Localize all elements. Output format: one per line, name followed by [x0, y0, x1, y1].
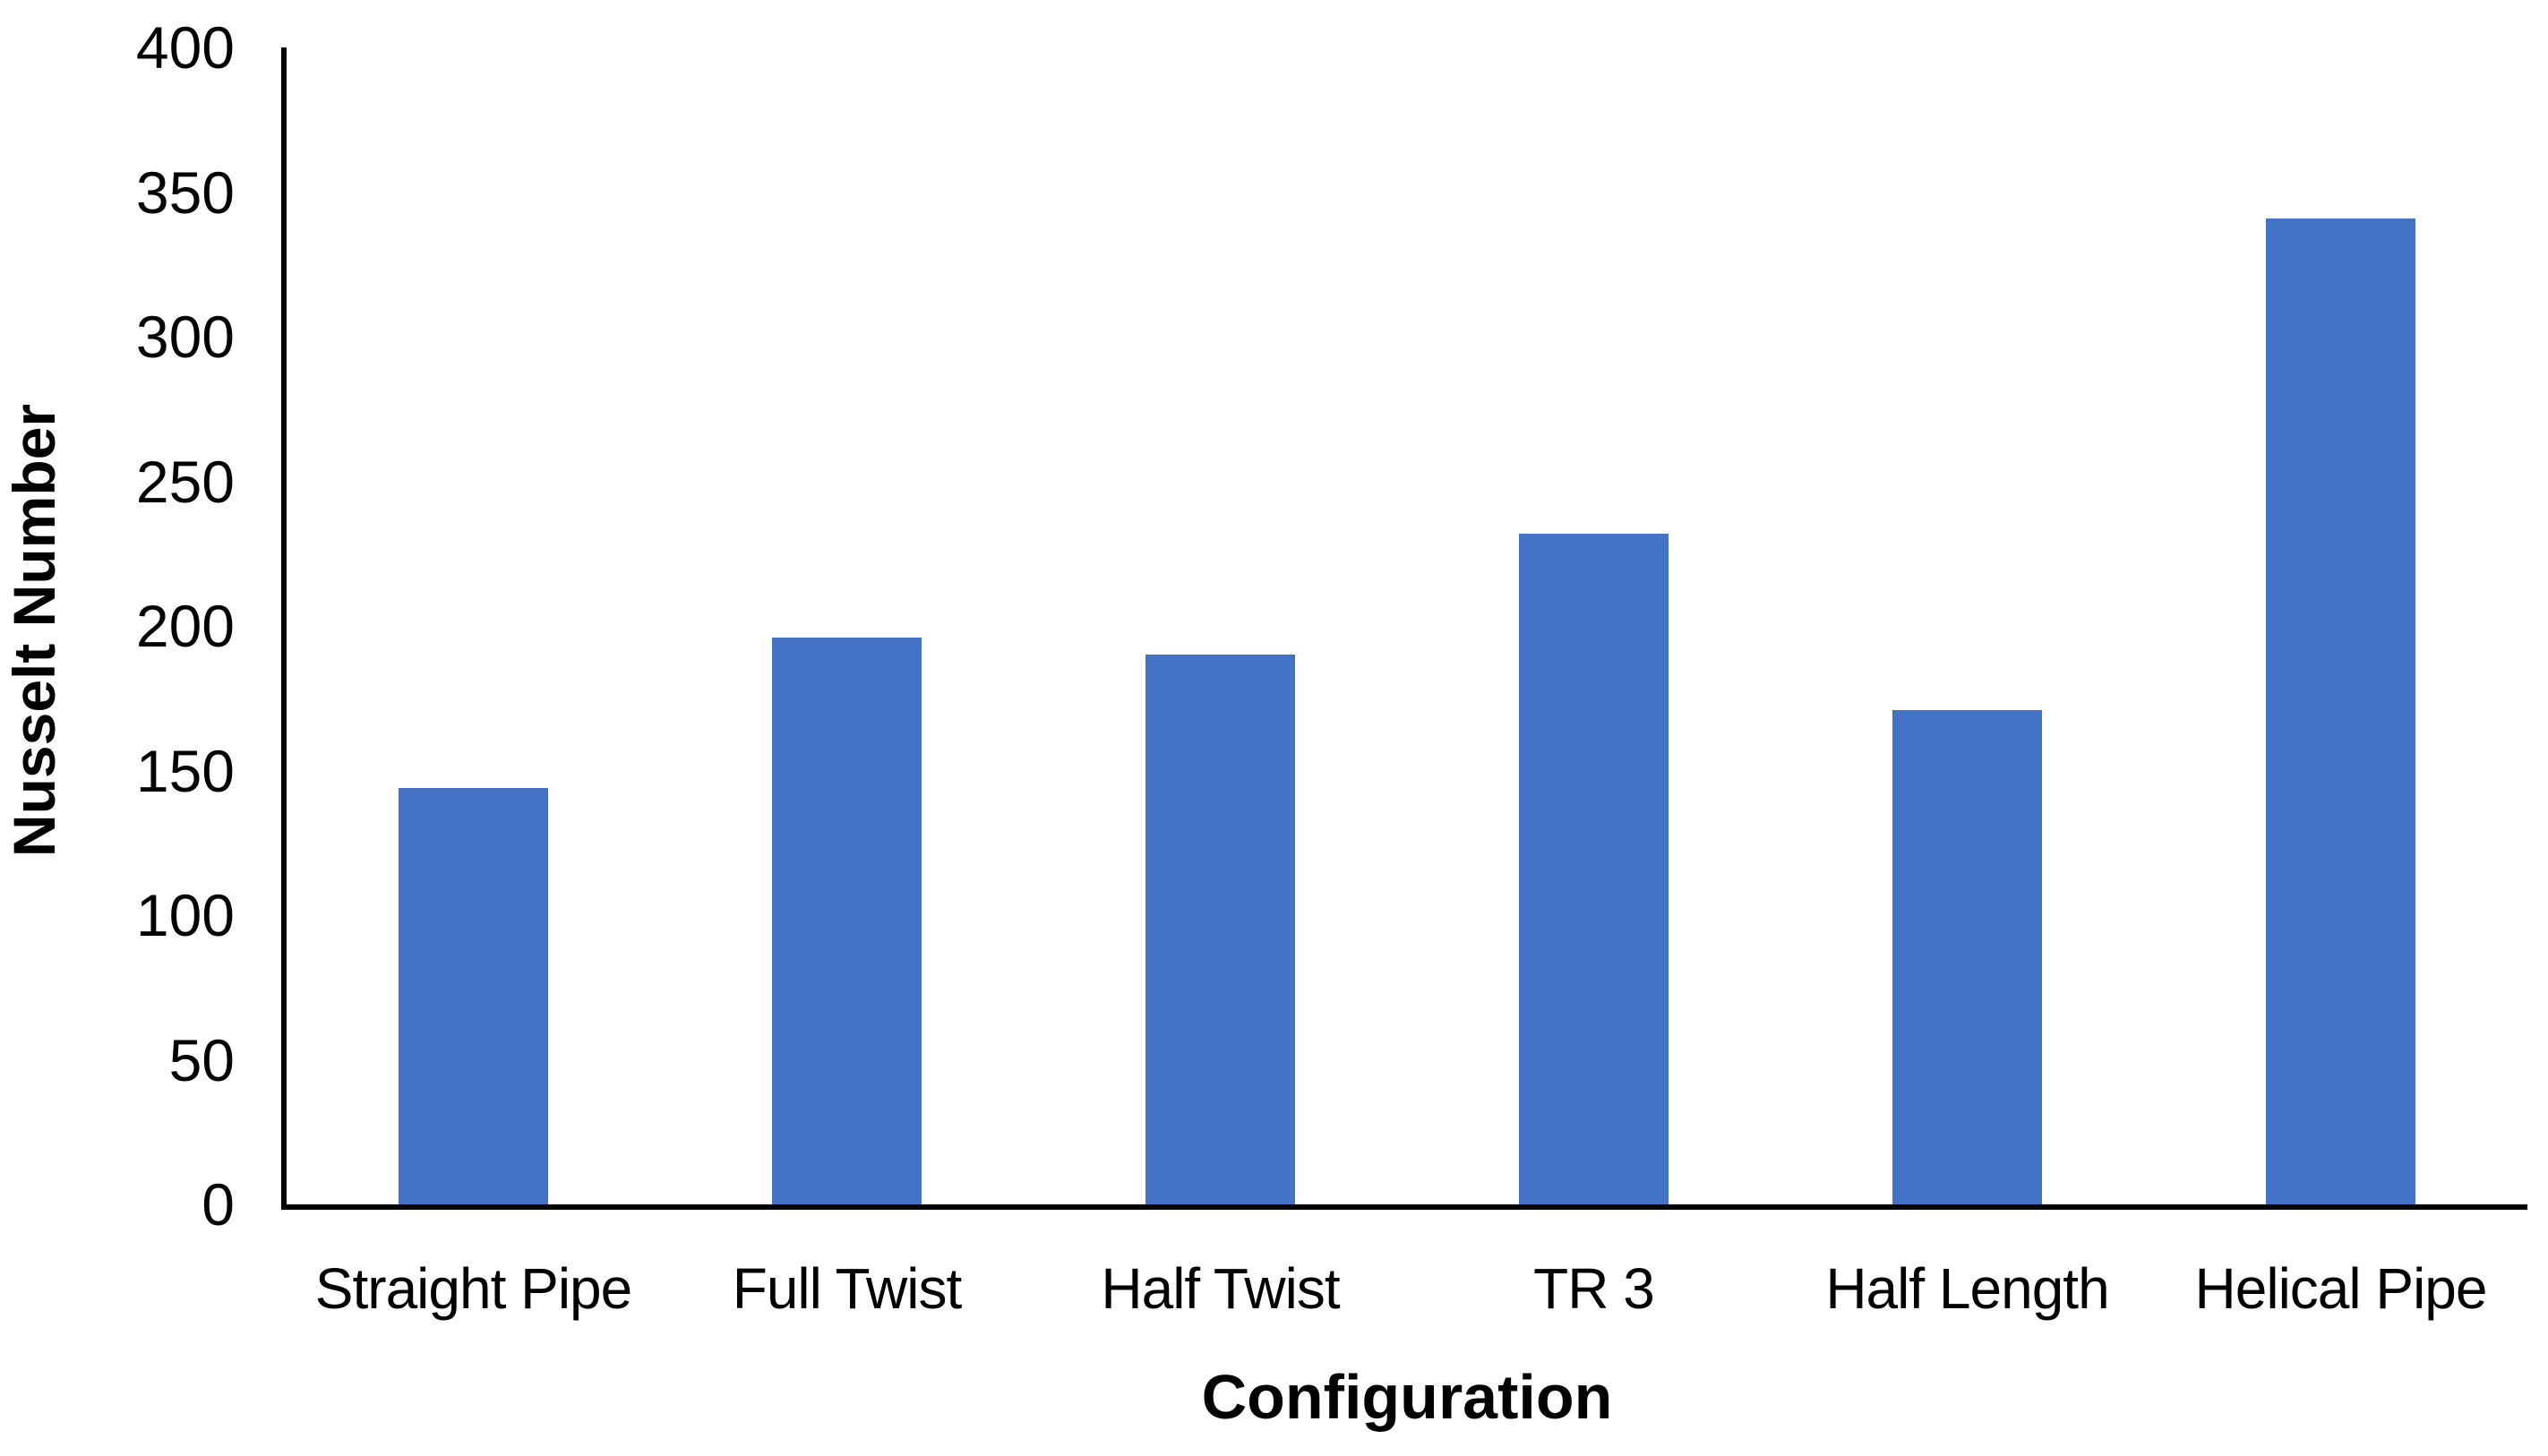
- x-category-label-helical-pipe: Helical Pipe: [2194, 1256, 2488, 1321]
- x-category-label-half-length: Half Length: [1825, 1256, 2109, 1321]
- bar-full-twist: [772, 637, 922, 1204]
- y-axis-line: [281, 47, 287, 1210]
- plot-area: [281, 47, 2527, 1210]
- bar-helical-pipe: [2266, 218, 2415, 1204]
- x-category-label-half-twist: Half Twist: [1101, 1256, 1340, 1321]
- x-category-label-full-twist: Full Twist: [732, 1256, 963, 1321]
- x-category-label-tr-3: TR 3: [1533, 1256, 1655, 1321]
- x-axis-line: [281, 1204, 2527, 1210]
- y-tick-label-300: 300: [135, 304, 235, 370]
- y-tick-label-200: 200: [135, 593, 235, 659]
- y-tick-label-100: 100: [135, 882, 235, 948]
- bar-tr-3: [1519, 533, 1669, 1204]
- bar-half-twist: [1145, 655, 1295, 1204]
- x-axis-title: Configuration: [1201, 1362, 1613, 1432]
- y-tick-label-50: 50: [168, 1026, 235, 1093]
- y-tick-label-150: 150: [135, 737, 235, 804]
- y-tick-label-400: 400: [135, 14, 235, 81]
- bar-half-length: [1892, 709, 2042, 1204]
- x-category-label-straight-pipe: Straight Pipe: [314, 1256, 632, 1321]
- y-tick-label-0: 0: [202, 1171, 235, 1238]
- y-tick-label-250: 250: [135, 448, 235, 515]
- bar-straight-pipe: [399, 787, 548, 1204]
- y-tick-label-350: 350: [135, 158, 235, 226]
